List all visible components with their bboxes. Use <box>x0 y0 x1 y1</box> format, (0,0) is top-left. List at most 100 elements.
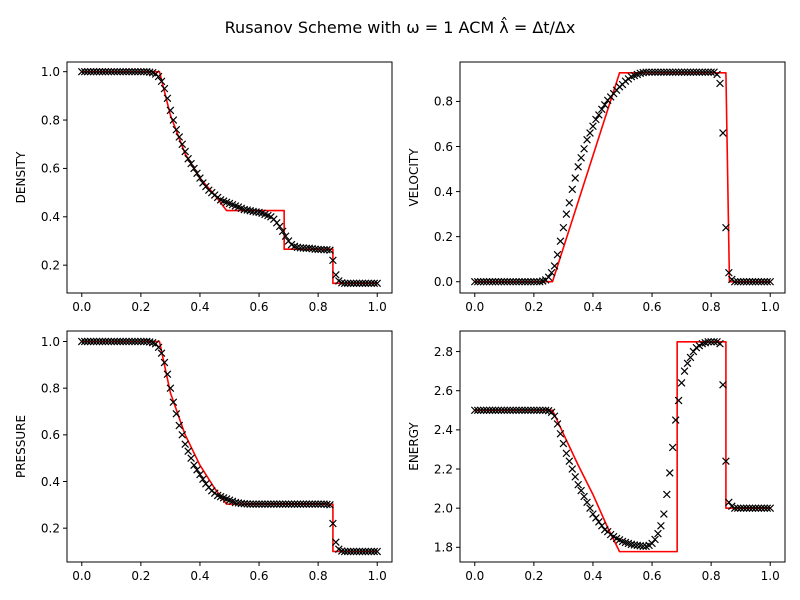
data-point <box>86 337 95 346</box>
data-point <box>323 245 331 254</box>
data-point <box>77 337 86 346</box>
data-point <box>190 164 198 173</box>
data-point <box>742 504 751 512</box>
x-tick-label: 0.0 <box>465 300 484 314</box>
data-point <box>760 277 769 286</box>
data-point <box>648 68 656 76</box>
data-point <box>293 500 302 508</box>
data-point <box>754 277 763 286</box>
y-tick-label: 1.0 <box>41 65 60 79</box>
data-point <box>597 105 606 114</box>
data-point <box>574 162 583 171</box>
data-point <box>568 465 577 473</box>
data-point <box>299 244 308 252</box>
data-point <box>657 521 665 530</box>
data-point <box>562 449 571 458</box>
data-point <box>565 199 574 207</box>
data-point <box>751 277 760 286</box>
data-point <box>571 174 580 182</box>
data-point <box>157 77 166 86</box>
data-point <box>77 67 86 76</box>
data-point <box>80 67 89 76</box>
data-point <box>299 500 308 508</box>
data-point <box>122 67 130 76</box>
data-point <box>683 359 692 368</box>
data-point <box>589 510 597 518</box>
data-point <box>184 447 192 455</box>
x-tick-label: 0.4 <box>190 300 209 314</box>
data-point <box>311 500 320 508</box>
data-point <box>287 500 296 508</box>
axes-frame <box>66 330 393 563</box>
data-point <box>568 185 577 194</box>
data-point <box>83 67 92 76</box>
data-point <box>116 67 125 76</box>
data-point <box>373 279 382 288</box>
data-point <box>113 337 122 346</box>
y-tick-label: 2.6 <box>434 384 453 398</box>
data-point <box>506 277 515 286</box>
data-point <box>137 67 145 76</box>
data-point <box>243 500 252 508</box>
data-point <box>751 504 760 512</box>
data-point <box>766 277 775 286</box>
data-point <box>479 406 488 415</box>
data-point <box>662 490 671 499</box>
data-point <box>95 337 104 346</box>
data-point <box>521 406 529 415</box>
data-point <box>169 398 178 406</box>
data-point <box>535 406 544 415</box>
y-tick-label: 1.0 <box>41 335 60 349</box>
data-point <box>494 277 503 286</box>
data-point <box>172 125 181 134</box>
data-point <box>725 498 733 507</box>
data-point <box>110 337 119 346</box>
data-point <box>252 500 260 508</box>
y-axis-label: VELOCITY <box>407 148 421 207</box>
data-point <box>550 412 559 420</box>
data-point <box>154 343 163 352</box>
y-tick-label: 0.4 <box>41 210 60 224</box>
y-axis-label: ENERGY <box>407 422 421 471</box>
x-tick-label: 1.0 <box>368 300 387 314</box>
subplots: 0.0 0.2 0.4 0.6 0.8 1.0 0.2 0.4 0.6 0.8 1.0 DENSITY… <box>14 61 786 583</box>
data-point <box>595 111 603 119</box>
data-point <box>583 135 591 144</box>
data-point <box>665 68 674 76</box>
data-point <box>134 67 142 76</box>
data-point <box>246 206 255 215</box>
data-point <box>323 500 331 509</box>
data-point <box>683 68 692 76</box>
y-tick-label: 1.8 <box>434 541 453 555</box>
data-point <box>355 547 364 556</box>
y-tick-label: 0.4 <box>434 185 453 199</box>
data-point <box>243 206 252 214</box>
data-point <box>122 337 130 346</box>
data-point <box>757 277 766 286</box>
data-point <box>95 67 104 76</box>
data-point <box>651 68 659 76</box>
data-point <box>290 500 299 508</box>
data-point <box>302 244 311 253</box>
data-point <box>101 67 110 76</box>
data-point <box>181 440 190 448</box>
data-point <box>763 277 772 286</box>
data-point <box>160 84 169 93</box>
x-tick-label: 0.2 <box>524 300 543 314</box>
data-point <box>648 539 656 548</box>
data-point <box>473 406 482 415</box>
data-point <box>668 68 677 76</box>
x-tick-label: 0.8 <box>702 300 721 314</box>
data-point <box>373 547 382 556</box>
data-point <box>497 406 506 415</box>
data-point <box>346 547 355 556</box>
data-point <box>346 279 355 288</box>
data-point <box>748 277 757 286</box>
data-point <box>716 79 724 88</box>
data-point <box>547 408 556 417</box>
data-point <box>580 144 588 153</box>
data-point <box>305 244 314 253</box>
data-point <box>760 504 769 512</box>
x-tick-label: 1.0 <box>761 569 780 583</box>
